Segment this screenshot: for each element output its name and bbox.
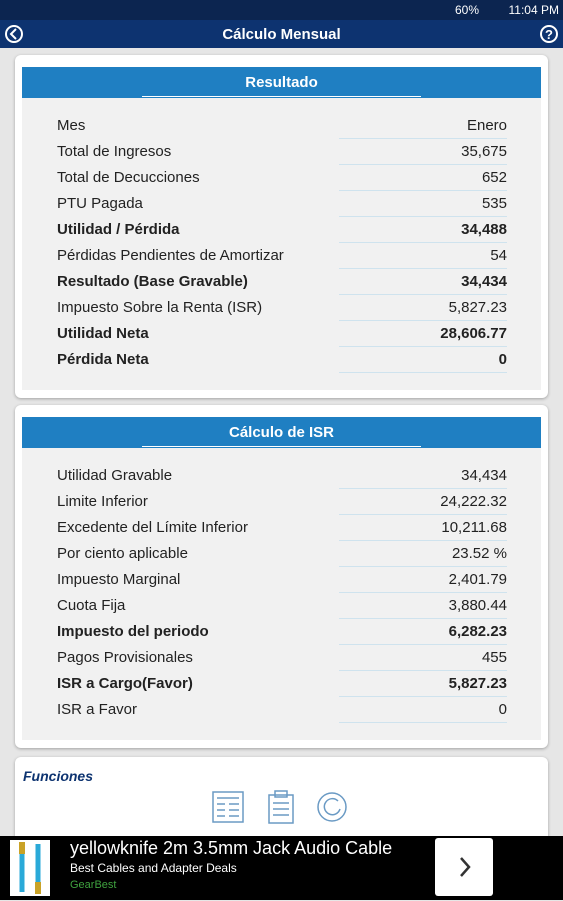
row-value: 0 — [339, 347, 507, 373]
row-label: Impuesto Sobre la Renta (ISR) — [57, 299, 263, 316]
row-value: 54 — [339, 243, 507, 269]
row-value: 34,434 — [339, 269, 507, 295]
data-row: Resultado (Base Gravable) 34,434 — [57, 269, 507, 295]
row-label: Total de Ingresos — [57, 143, 172, 160]
row-value: 535 — [339, 191, 507, 217]
data-row: Pérdida Neta 0 — [57, 347, 507, 373]
refresh-icon[interactable] — [317, 792, 347, 822]
row-value: 6,282.23 — [339, 619, 507, 645]
result-card: Cálculo de ISR Utilidad Gravable 34,434 Lim… — [15, 405, 548, 748]
row-value: 10,211.68 — [339, 515, 507, 541]
row-label: ISR a Cargo(Favor) — [57, 675, 193, 692]
row-label: Mes — [57, 117, 86, 134]
row-value: 23.52 % — [339, 541, 507, 567]
app-bar: Cálculo Mensual ? — [0, 20, 563, 48]
card-body — [22, 98, 541, 390]
status-bar: 60% 11:04 PM — [0, 0, 563, 20]
clipboard-icon[interactable] — [268, 794, 294, 824]
data-row: Excedente del Límite Inferior 10,211.68 — [57, 515, 507, 541]
function-icons — [212, 790, 347, 824]
row-label: Impuesto Marginal — [57, 571, 181, 588]
row-label: Cuota Fija — [57, 597, 126, 614]
data-row: Utilidad Gravable 34,434 — [57, 463, 507, 489]
card-header: Resultado — [22, 67, 541, 98]
row-value: 5,827.23 — [339, 295, 507, 321]
ad-subtitle: Best Cables and Adapter Deals — [70, 861, 237, 875]
row-label: Impuesto del periodo — [57, 623, 209, 640]
functions-title: Funciones — [23, 768, 94, 784]
row-value: 35,675 — [339, 139, 507, 165]
row-value: 652 — [339, 165, 507, 191]
help-button[interactable]: ? — [539, 24, 559, 44]
clock: 11:04 PM — [508, 3, 559, 17]
row-label: PTU Pagada — [57, 195, 143, 212]
data-row: Pagos Provisionales 455 — [57, 645, 507, 671]
data-row: Impuesto del periodo 6,282.23 — [57, 619, 507, 645]
row-value: 2,401.79 — [339, 567, 507, 593]
row-label: Excedente del Límite Inferior — [57, 519, 248, 536]
data-row: PTU Pagada 535 — [57, 191, 507, 217]
ad-headline: yellowknife 2m 3.5mm Jack Audio Cable — [70, 838, 393, 858]
ad-image — [10, 840, 50, 896]
data-row: ISR a Favor 0 — [57, 697, 507, 723]
data-row: Pérdidas Pendientes de Amortizar 54 — [57, 243, 507, 269]
row-label: Limite Inferior — [57, 493, 148, 510]
data-row: Total de Ingresos 35,675 — [57, 139, 507, 165]
calculator-icon[interactable] — [212, 791, 244, 823]
data-row: Total de Decucciones 652 — [57, 165, 507, 191]
app-title: Cálculo Mensual — [222, 26, 341, 43]
data-row: Cuota Fija 3,880.44 — [57, 593, 507, 619]
data-row: Mes Enero — [57, 113, 507, 139]
svg-text:?: ? — [545, 27, 553, 42]
data-row: ISR a Cargo(Favor) 5,827.23 — [57, 671, 507, 697]
row-label: Utilidad Neta — [57, 325, 149, 342]
data-row: Por ciento aplicable 23.52 % — [57, 541, 507, 567]
back-button[interactable] — [4, 24, 24, 44]
card-body — [22, 448, 541, 740]
row-label: Pagos Provisionales — [57, 649, 193, 666]
row-label: Utilidad Gravable — [57, 467, 173, 484]
row-value: 455 — [339, 645, 507, 671]
ad-button[interactable] — [435, 838, 493, 896]
battery: 60% — [454, 3, 479, 17]
row-value: Enero — [339, 113, 507, 139]
data-row: Impuesto Marginal 2,401.79 — [57, 567, 507, 593]
result-card: Resultado Mes Enero Total de Ingresos 35,675… — [15, 55, 548, 398]
row-value: 5,827.23 — [339, 671, 507, 697]
row-label: Por ciento aplicable — [57, 545, 188, 562]
ad-banner[interactable]: yellowknife 2m 3.5mm Jack Audio Cable Be… — [0, 836, 563, 900]
row-value: 28,606.77 — [339, 321, 507, 347]
row-value: 34,488 — [339, 217, 507, 243]
row-label: Resultado (Base Gravable) — [57, 273, 248, 290]
data-row: Utilidad Neta 28,606.77 — [57, 321, 507, 347]
data-row: Impuesto Sobre la Renta (ISR) 5,827.23 — [57, 295, 507, 321]
row-label: Utilidad / Pérdida — [57, 221, 180, 238]
row-label: Pérdidas Pendientes de Amortizar — [57, 247, 284, 264]
functions-card: Funciones — [15, 757, 548, 847]
row-label: Total de Decucciones — [57, 169, 200, 186]
row-value: 3,880.44 — [339, 593, 507, 619]
row-value: 34,434 — [339, 463, 507, 489]
row-value: 24,222.32 — [339, 489, 507, 515]
data-row: Limite Inferior 24,222.32 — [57, 489, 507, 515]
row-label: Pérdida Neta — [57, 351, 149, 368]
ad-advertiser: GearBest — [70, 879, 117, 891]
data-row: Utilidad / Pérdida 34,488 — [57, 217, 507, 243]
row-label: ISR a Favor — [57, 701, 138, 718]
row-value: 0 — [339, 697, 507, 723]
card-header: Cálculo de ISR — [22, 417, 541, 448]
